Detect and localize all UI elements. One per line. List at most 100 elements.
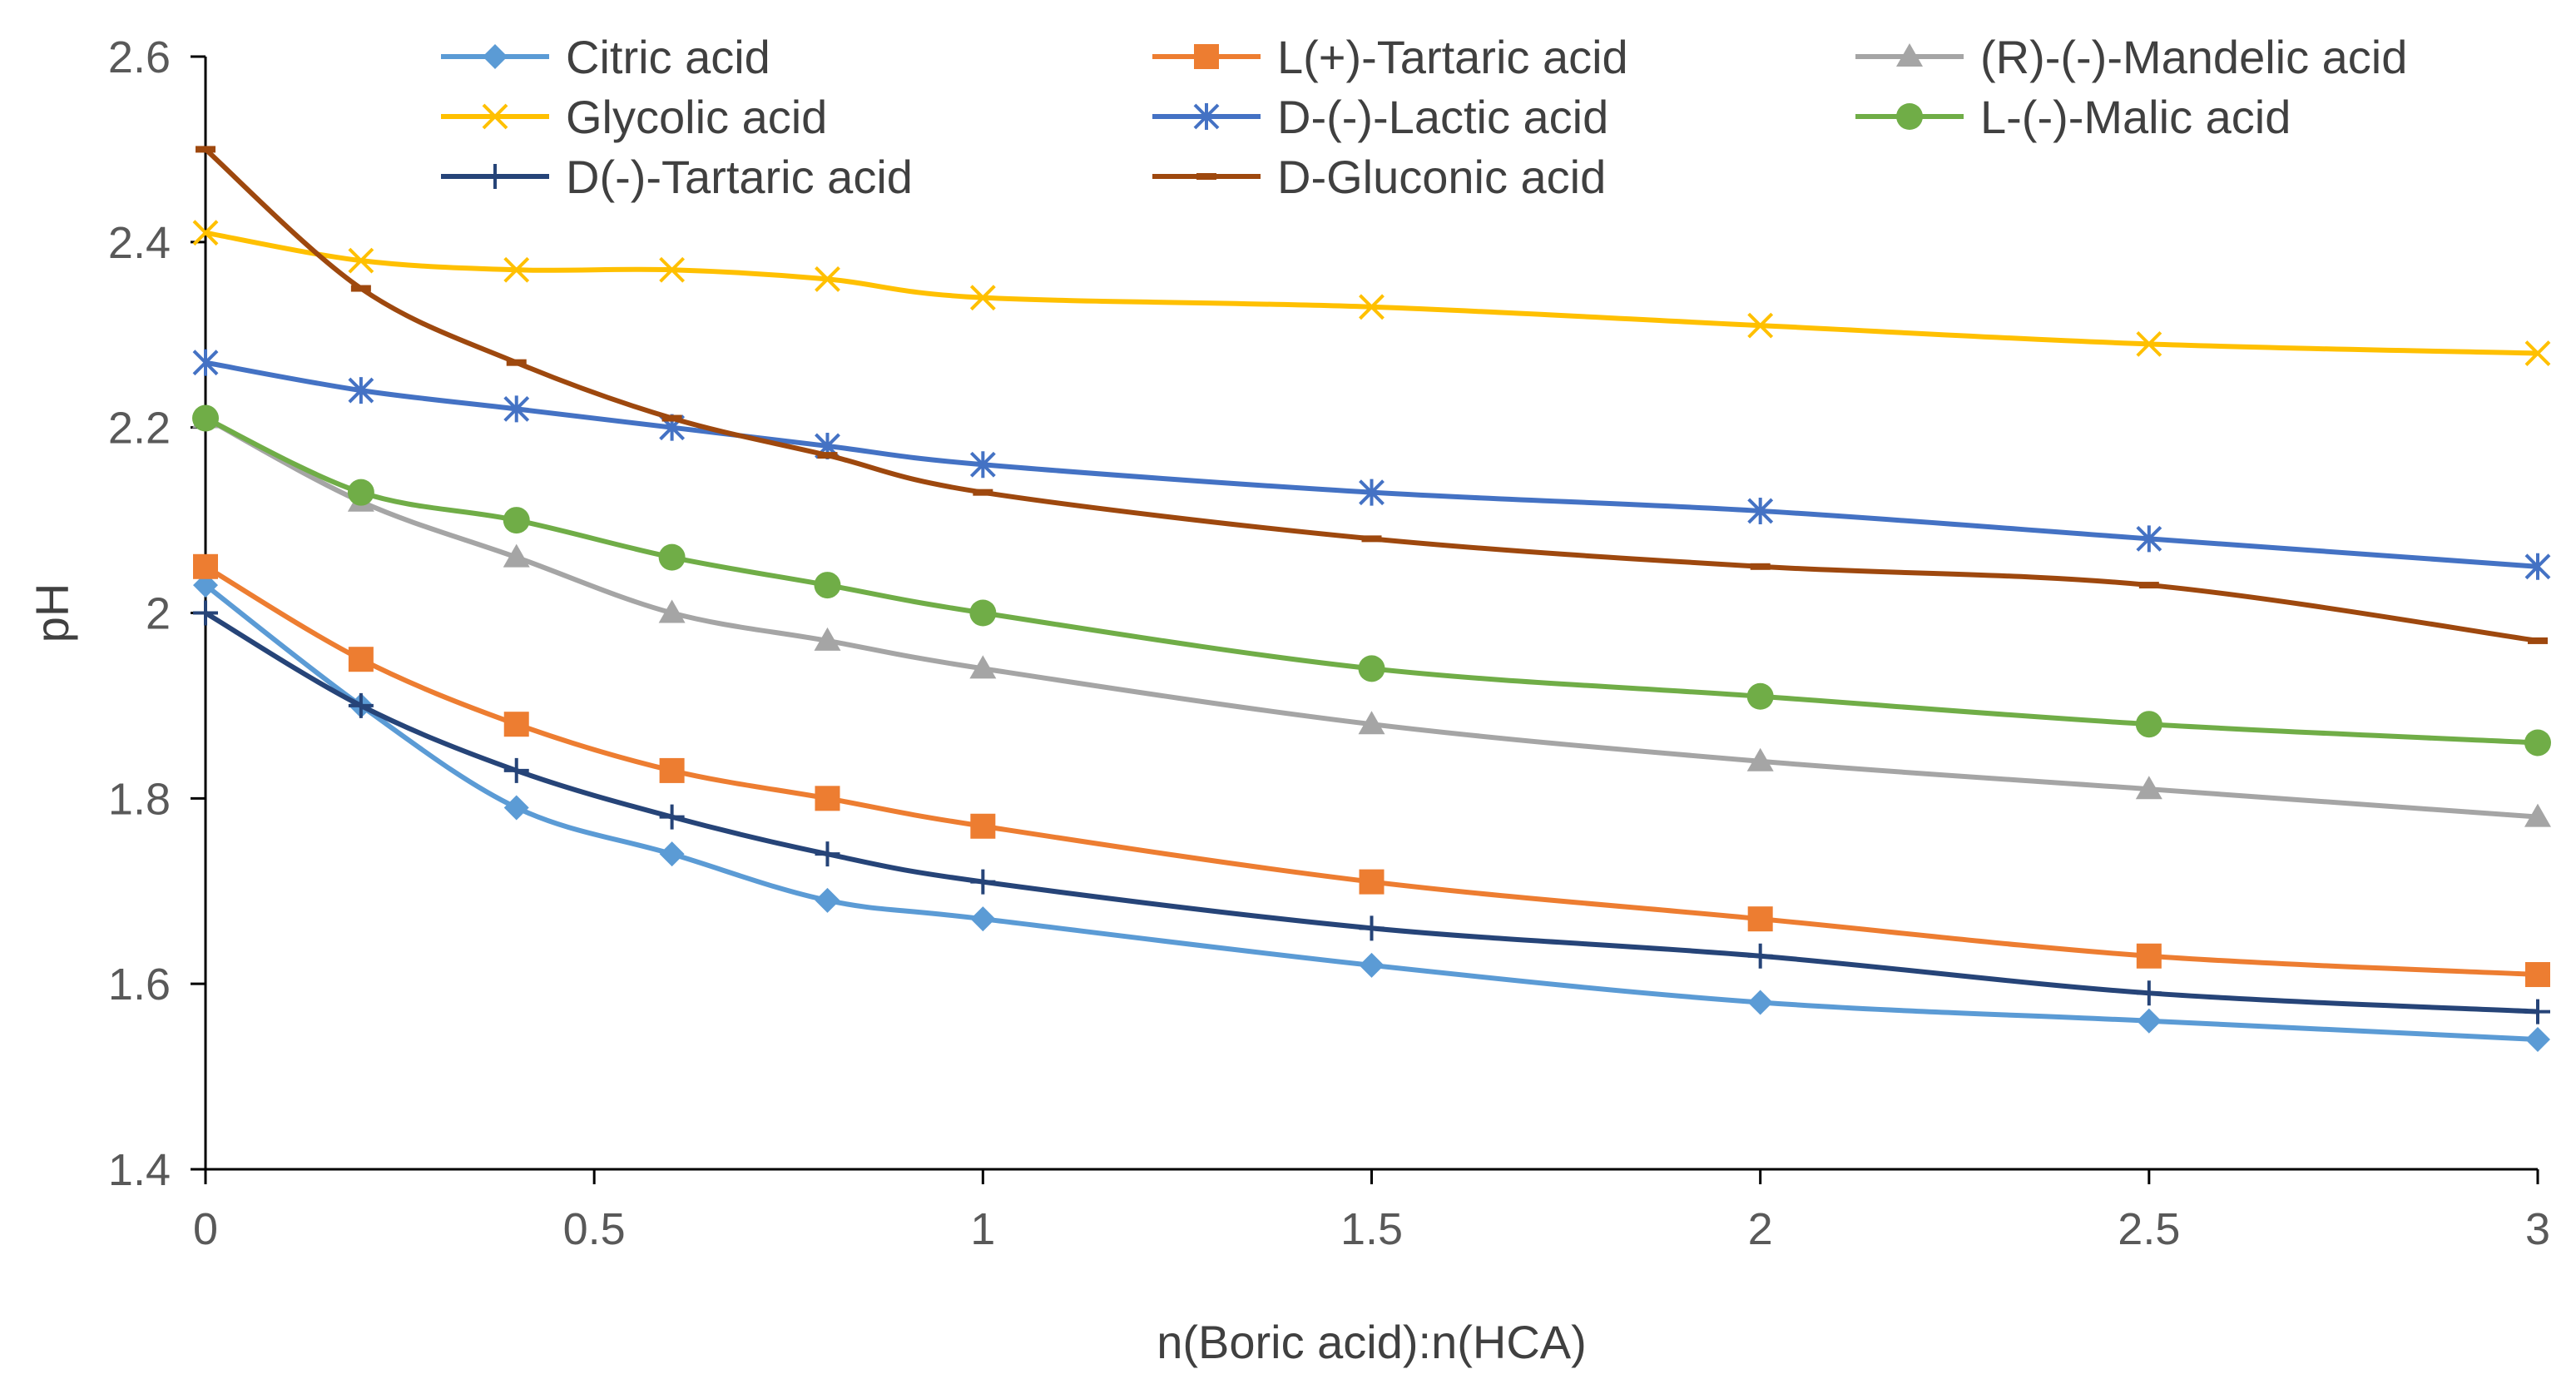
data-point: [503, 256, 530, 283]
data-point: [2136, 980, 2162, 1006]
data-point: [970, 869, 996, 895]
data-point: [348, 692, 374, 718]
legend-item: L-(-)-Malic acid: [1855, 91, 2291, 143]
legend: Citric acid L(+)-Tartaric acid (R)-(-)-Man…: [441, 31, 2407, 203]
data-point: [659, 804, 685, 830]
data-point: [1361, 535, 1382, 543]
data-point: [1359, 952, 1385, 978]
data-point: [1359, 294, 1385, 320]
data-point: [815, 887, 840, 913]
legend-label: (R)-(-)-Mandelic acid: [1980, 31, 2407, 83]
y-tick-label: 2.4: [108, 218, 171, 268]
legend-marker: [483, 164, 508, 189]
data-point: [659, 757, 685, 783]
data-point: [2524, 553, 2551, 580]
data-point: [658, 543, 686, 571]
series-r-mandelic-acid: [192, 404, 2551, 827]
legend-label: Citric acid: [566, 31, 770, 83]
data-point: [193, 553, 218, 579]
data-point: [970, 906, 996, 932]
data-point: [192, 404, 219, 432]
series-line: [204, 564, 2539, 978]
data-point: [1359, 915, 1385, 941]
data-point: [658, 599, 686, 623]
series-line: [204, 610, 2539, 1014]
x-axis-title: n(Boric acid):n(HCA): [1157, 1316, 1587, 1368]
series-d-lactic-acid: [192, 349, 2551, 580]
legend-label: Glycolic acid: [566, 91, 827, 143]
y-tick-label: 2.2: [108, 404, 171, 454]
data-point: [661, 414, 682, 422]
series-group: [192, 146, 2551, 1053]
data-point: [2525, 999, 2550, 1024]
data-point: [1747, 990, 1773, 1015]
data-point: [1747, 497, 1774, 524]
legend-item: (R)-(-)-Mandelic acid: [1855, 31, 2407, 83]
data-point: [503, 712, 529, 737]
legend-item: Glycolic acid: [441, 91, 827, 143]
series-l-malic-acid: [192, 404, 2551, 756]
data-point: [2528, 637, 2548, 644]
data-point: [1747, 906, 1773, 932]
y-tick-label: 1.8: [108, 774, 171, 824]
data-point: [1358, 711, 1385, 735]
data-point: [2525, 962, 2550, 988]
series-l-tartaric-acid: [193, 553, 2550, 988]
data-point: [193, 600, 218, 626]
data-point: [347, 479, 374, 506]
data-point: [815, 265, 840, 292]
y-axis-title: pH: [26, 583, 78, 643]
legend-marker: [482, 103, 508, 130]
legend-item: Citric acid: [441, 31, 770, 83]
data-point: [1359, 479, 1385, 506]
data-point: [969, 451, 996, 479]
series-d-tartaric-acid: [193, 600, 2550, 1024]
y-tick-label: 2.6: [108, 32, 171, 82]
data-point: [2524, 340, 2551, 366]
series-citric-acid: [193, 573, 2550, 1053]
legend-item: D-Gluconic acid: [1152, 151, 1606, 203]
legend-marker: [483, 44, 508, 69]
data-point: [350, 285, 371, 292]
data-point: [973, 489, 993, 496]
data-point: [2136, 525, 2162, 553]
data-point: [815, 841, 840, 867]
data-point: [815, 786, 840, 811]
series-glycolic-acid: [192, 220, 2551, 366]
legend-label: L-(-)-Malic acid: [1980, 91, 2291, 143]
data-point: [970, 813, 996, 839]
data-point: [1358, 655, 1385, 682]
data-point: [1747, 312, 1774, 339]
data-point: [817, 452, 838, 459]
series-line: [204, 415, 2539, 746]
data-point: [814, 572, 841, 599]
y-tick-label: 2: [146, 589, 171, 639]
data-point: [2135, 776, 2162, 800]
data-point: [969, 599, 997, 627]
data-point: [348, 377, 374, 404]
x-tick-label: 2.5: [2118, 1204, 2180, 1254]
legend-item: D(-)-Tartaric acid: [441, 151, 913, 203]
x-tick-label: 1: [970, 1204, 995, 1254]
data-point: [192, 349, 219, 376]
data-point: [2136, 943, 2162, 969]
data-point: [503, 757, 529, 783]
legend-marker: [1196, 173, 1216, 180]
data-point: [2136, 1008, 2162, 1034]
legend-label: D(-)-Tartaric acid: [566, 151, 913, 203]
data-point: [2136, 330, 2162, 357]
data-point: [192, 220, 219, 246]
axes: 1.4 1.6 1.8 2 2.2 2.4 2.6 0 0.5 1 1.5 2 2.5 3: [108, 32, 2550, 1254]
data-point: [503, 543, 530, 568]
data-point: [2524, 803, 2551, 827]
series-line: [204, 415, 2539, 820]
x-tick-label: 0.5: [563, 1204, 626, 1254]
legend-label: D-Gluconic acid: [1277, 151, 1606, 203]
data-point: [969, 285, 996, 311]
data-point: [2524, 729, 2551, 756]
data-point: [1359, 869, 1385, 895]
x-tick-label: 0: [193, 1204, 218, 1254]
data-point: [2138, 582, 2159, 589]
